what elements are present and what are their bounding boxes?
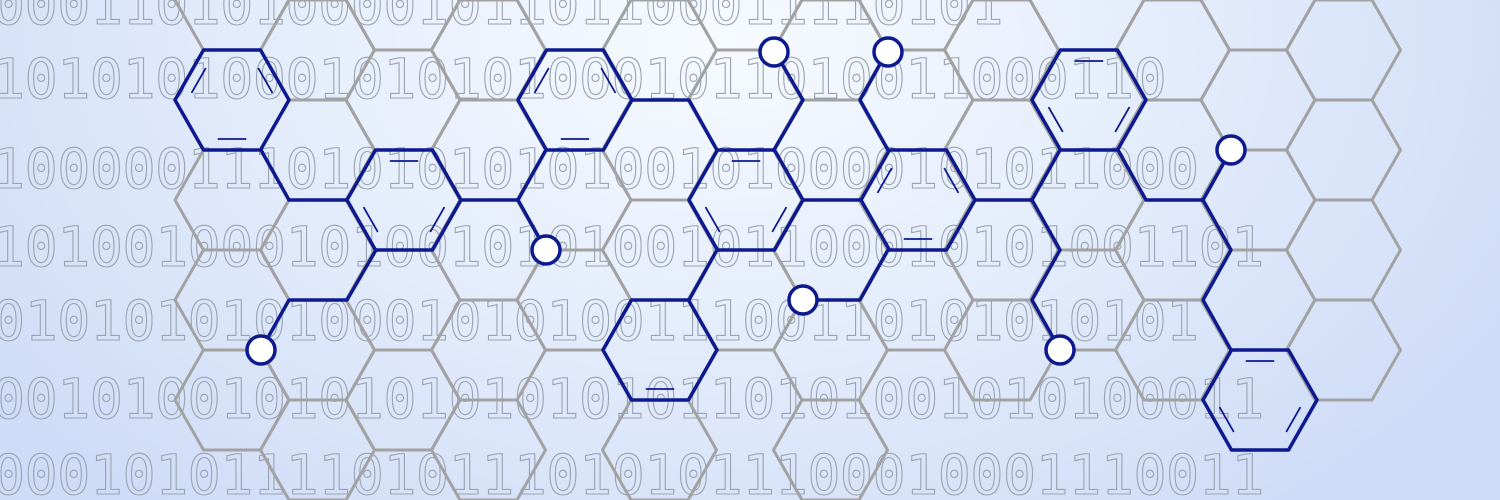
grid-hexagon <box>175 50 289 150</box>
benzene-ring <box>175 50 289 150</box>
grid-hexagon <box>1201 150 1315 250</box>
benzene-ring <box>689 150 803 250</box>
benzene-ring <box>603 300 717 400</box>
grid-hexagon <box>1287 300 1401 400</box>
atom-node <box>874 38 902 66</box>
atom-nodes <box>247 38 1245 364</box>
grid-hexagon <box>346 0 460 50</box>
atom-node <box>1046 336 1074 364</box>
bond-line <box>689 250 717 300</box>
grid-hexagon <box>175 150 289 250</box>
double-bond-line <box>258 68 272 93</box>
atom-node <box>1217 136 1245 164</box>
grid-hexagon <box>1030 250 1144 350</box>
grid-hexagon <box>346 350 460 450</box>
bond-line <box>1032 200 1060 350</box>
grid-hexagon <box>261 300 375 400</box>
bond-line <box>518 150 546 200</box>
grid-hexagon <box>1201 0 1315 50</box>
double-bond-line <box>1286 407 1300 432</box>
grid-hexagon <box>517 250 631 350</box>
grid-hexagon <box>1116 0 1230 100</box>
grid-hexagon <box>603 400 717 500</box>
double-bond-line <box>1220 407 1234 432</box>
grid-hexagon <box>517 150 631 250</box>
bond-line <box>632 100 717 150</box>
grid-hexagon <box>517 0 631 50</box>
grid-hexagon <box>261 0 375 100</box>
grid-hexagon <box>774 300 888 400</box>
grid-hexagon <box>1287 200 1401 300</box>
grid-hexagon <box>1030 0 1144 50</box>
grid-hexagon <box>1201 250 1315 350</box>
grid-hexagon <box>175 0 289 50</box>
grid-hexagon <box>346 250 460 350</box>
double-bond-line <box>192 68 206 93</box>
grid-hexagon <box>432 300 546 400</box>
atom-node <box>789 286 817 314</box>
double-bond-line <box>1049 107 1063 132</box>
benzene-ring <box>518 50 632 150</box>
double-bond-line <box>878 168 892 193</box>
grid-hexagon <box>603 300 717 400</box>
double-bond-line <box>535 68 549 93</box>
atom-node <box>247 336 275 364</box>
aromatic-rings <box>175 50 1317 450</box>
atom-node <box>532 236 560 264</box>
grid-hexagon <box>859 50 973 150</box>
grid-hexagon <box>175 250 289 350</box>
grid-hexagon <box>1287 0 1401 100</box>
grid-hexagon <box>688 50 802 150</box>
bond-line <box>261 250 376 350</box>
grid-hexagon <box>175 350 289 450</box>
grid-hexagon <box>774 400 888 500</box>
bond-line <box>975 150 1060 200</box>
grid-hexagon <box>688 250 802 350</box>
double-bond-line <box>364 207 378 232</box>
grid-hexagon <box>859 250 973 350</box>
grid-hexagon <box>603 0 717 100</box>
grid-hexagon <box>432 400 546 500</box>
grid-hexagon <box>346 50 460 150</box>
bond-line <box>1203 200 1231 350</box>
grid-hexagon <box>261 400 375 500</box>
benzene-ring <box>347 150 461 250</box>
grid-hexagon <box>1287 100 1401 200</box>
grid-hexagon <box>1201 50 1315 150</box>
double-bond-line <box>706 207 720 232</box>
bond-network <box>261 50 1231 350</box>
atom-node <box>760 38 788 66</box>
bond-line <box>261 150 347 200</box>
